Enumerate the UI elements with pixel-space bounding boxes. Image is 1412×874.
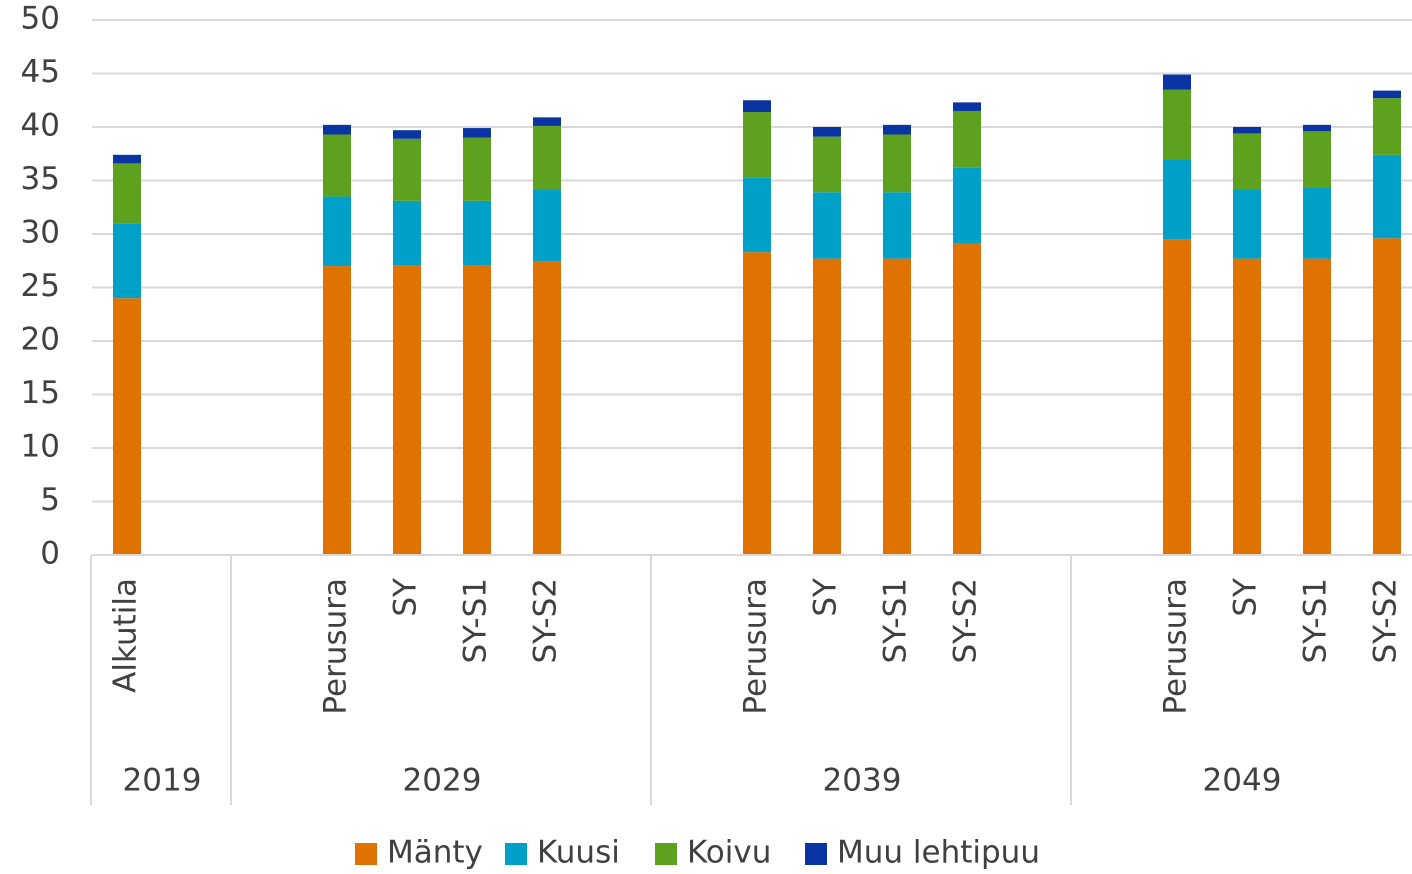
bar-segment [113,163,141,224]
bar-segment [393,265,421,555]
bar-segment [1233,127,1261,134]
x-tick-label: Perusura [318,578,354,715]
bar-segment [113,223,141,299]
bar-segment [323,134,351,197]
x-tick-label: Alkutila [108,578,144,693]
y-tick-label: 35 [21,161,60,197]
bar-segment [1233,133,1261,190]
bar-segment [463,265,491,555]
bar-segment [883,124,911,135]
bar-segment [813,258,841,555]
y-tick-label: 10 [21,429,60,465]
bar-segment [533,125,561,190]
bar-segment [533,261,561,555]
legend-label: Kuusi [537,835,620,871]
group-label: 2049 [1203,763,1282,799]
bar-segment [1163,89,1191,160]
legend-swatch [355,843,377,865]
bar-segment [113,154,141,164]
bar-segment [743,100,771,113]
bar-segment [533,189,561,262]
y-tick-label: 25 [21,268,60,304]
bar-segment [953,167,981,244]
bar-segment [743,112,771,178]
bar-segment [1163,239,1191,555]
legend-swatch [655,843,677,865]
x-tick-label: SY [1228,578,1264,617]
bar-segment [813,136,841,193]
bar-segment [883,258,911,555]
bar-segment [1373,90,1401,99]
group-label: 2039 [823,763,902,799]
bar-segment [1163,74,1191,90]
bar-segment [393,138,421,201]
legend-swatch [805,843,827,865]
bar-segment [393,200,421,266]
legend-swatch [505,843,527,865]
bar-segment [1233,189,1261,259]
bar-segment [813,192,841,259]
bar-segment [743,177,771,253]
bar-segment [323,196,351,267]
x-tick-label: SY-S2 [1368,578,1404,664]
bar-segment [1303,131,1331,188]
bar-segment [323,266,351,555]
bar-segment [1373,154,1401,239]
bar-segment [393,130,421,139]
bar-segment [533,117,561,126]
bar-segment [463,128,491,138]
y-tick-label: 15 [21,375,60,411]
bar-segment [953,102,981,111]
bar-segment [813,127,841,137]
bar-segment [1303,187,1331,259]
y-tick-label: 50 [21,1,60,37]
bar-segment [1373,238,1401,555]
bar-segment [1163,159,1191,240]
bar-segment [883,192,911,259]
y-tick-label: 5 [40,482,60,518]
x-tick-label: SY-S1 [458,578,494,664]
bar-segment [463,137,491,201]
bar-segment [1233,258,1261,555]
group-label: 2029 [403,763,482,799]
x-tick-label: SY [388,578,424,617]
y-tick-label: 45 [21,54,60,90]
y-tick-label: 20 [21,322,60,358]
x-tick-label: SY-S1 [878,578,914,664]
bar-segment [743,252,771,555]
y-tick-label: 0 [40,536,60,572]
x-tick-label: SY-S2 [948,578,984,664]
legend-label: Muu lehtipuu [837,835,1040,871]
x-tick-label: Perusura [738,578,774,715]
bar-segment [953,110,981,168]
bar-segment [883,134,911,193]
x-tick-label: Perusura [1158,578,1194,715]
bar-segment [1303,124,1331,132]
group-label: 2019 [123,763,202,799]
bar-segment [463,200,491,266]
y-tick-label: 30 [21,215,60,251]
legend-label: Koivu [687,835,771,871]
bar-segment [1373,98,1401,155]
x-tick-label: SY-S2 [528,578,564,664]
bar-segment [323,124,351,135]
bar-segment [953,243,981,555]
legend-label: Mänty [387,835,483,871]
x-tick-label: SY [808,578,844,617]
bar-segment [113,298,141,555]
bar-segment [1303,258,1331,555]
x-tick-label: SY-S1 [1298,578,1334,664]
y-tick-label: 40 [21,108,60,144]
